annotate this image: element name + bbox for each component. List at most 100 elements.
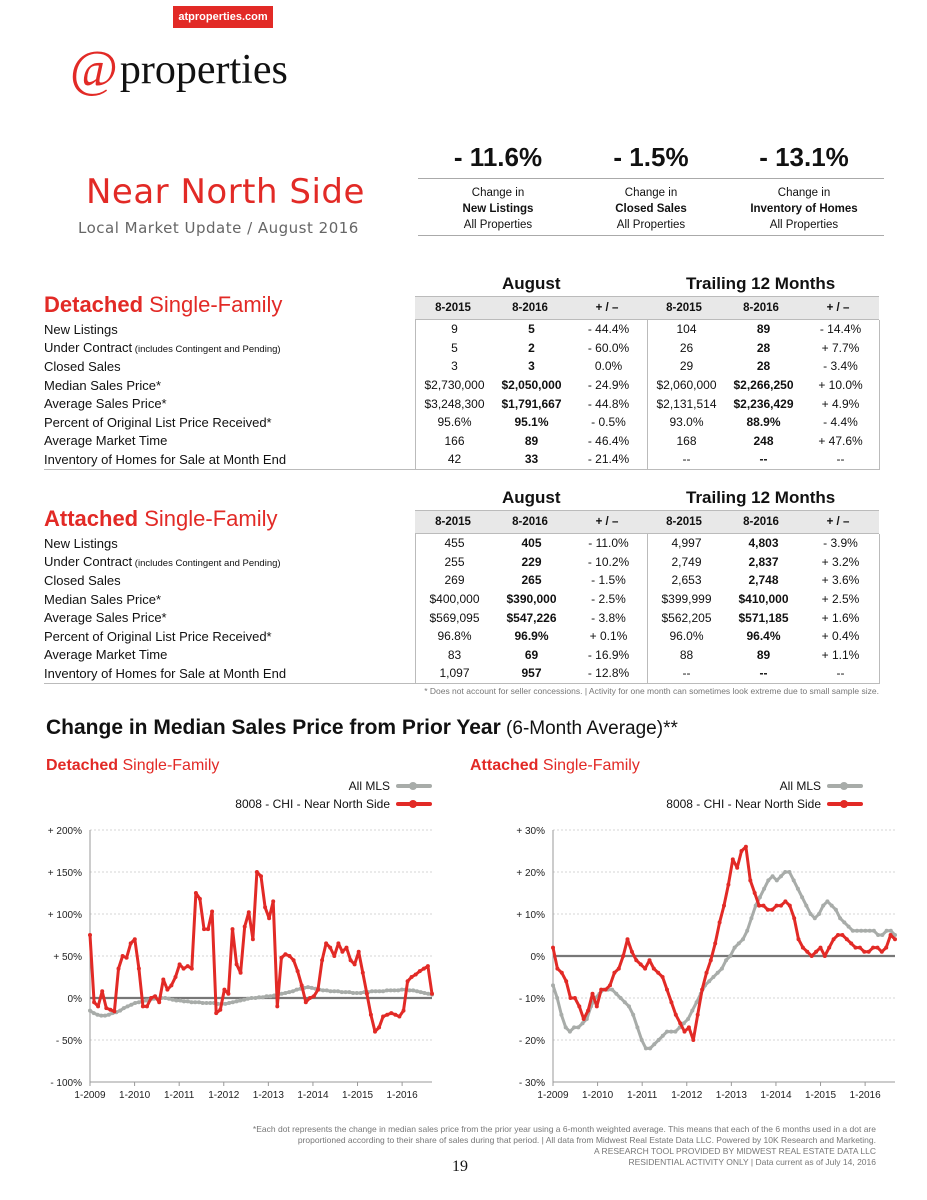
table-cell: 265 — [521, 573, 542, 588]
data-point-local — [686, 1025, 691, 1030]
data-point-local — [783, 899, 788, 904]
data-point-all-mls — [208, 1001, 213, 1005]
table-cell: + 10.0% — [802, 375, 880, 395]
data-point-local — [730, 857, 735, 862]
table-row: Percent of Original List Price Received*… — [44, 626, 880, 646]
table-row: Inventory of Homes for Sale at Month End… — [44, 450, 880, 470]
y-tick-label: + 200% — [48, 826, 82, 837]
table-cell: -- — [725, 450, 802, 470]
data-point-all-mls — [418, 990, 423, 995]
data-point-local — [599, 987, 604, 992]
data-point-all-mls — [732, 945, 737, 950]
chart-detached-legend-local: 8008 - CHI - Near North Side — [200, 795, 432, 813]
row-label: Closed Sales — [44, 572, 121, 588]
data-point-local — [787, 903, 792, 908]
data-point-all-mls — [185, 999, 190, 1004]
data-point-all-mls — [358, 991, 363, 995]
table-cell: $2,236,429 — [733, 396, 794, 411]
data-point-local — [169, 983, 174, 988]
data-point-local — [116, 966, 121, 971]
data-point-local — [328, 945, 333, 950]
row-label: Median Sales Price* — [44, 377, 162, 393]
y-tick-label: + 50% — [53, 952, 82, 963]
data-point-local — [307, 996, 312, 1000]
data-point-local — [765, 907, 770, 912]
data-point-all-mls — [753, 903, 758, 908]
data-point-local — [177, 962, 182, 967]
row-label: Median Sales Price* — [44, 591, 162, 607]
data-point-all-mls — [618, 996, 623, 1000]
data-point-all-mls — [384, 988, 389, 993]
col-t12-8-2016: 8-2016 — [743, 302, 779, 314]
data-point-local — [145, 1004, 149, 1009]
table-cell: + 3.6% — [802, 571, 880, 590]
table-cell: - 3.4% — [802, 357, 880, 376]
data-point-local — [796, 937, 801, 942]
table-cell: 96.9% — [514, 629, 549, 644]
table-cell: 4,803 — [748, 536, 779, 551]
chart-detached-title: Detached Single-Family — [46, 757, 220, 774]
data-point-all-mls — [230, 1000, 235, 1005]
data-point-local — [779, 903, 783, 908]
data-point-all-mls — [324, 988, 329, 993]
data-point-all-mls — [238, 998, 243, 1003]
data-point-local — [844, 937, 849, 942]
data-point-local — [132, 937, 137, 942]
data-point-all-mls — [193, 1000, 198, 1005]
legend-red-line-icon — [396, 800, 432, 808]
data-point-local — [128, 941, 133, 946]
table-cell: -- — [647, 664, 725, 684]
data-point-local — [836, 933, 840, 937]
data-point-all-mls — [850, 928, 855, 933]
data-point-local — [774, 903, 779, 908]
data-point-all-mls — [669, 1029, 674, 1034]
data-point-all-mls — [396, 988, 401, 993]
row-label: Closed Sales — [44, 358, 121, 374]
data-point-all-mls — [306, 985, 310, 990]
row-label: Average Market Time — [44, 647, 168, 663]
table-cell: $1,791,667 — [501, 396, 562, 411]
data-point-local — [267, 916, 272, 921]
table-cell: 2,748 — [748, 573, 779, 588]
data-point-local — [726, 882, 731, 887]
data-point-local — [682, 1029, 687, 1034]
data-point-local — [295, 969, 300, 974]
x-tick-label: 1-2011 — [164, 1090, 195, 1101]
data-point-all-mls — [121, 1006, 126, 1011]
data-point-all-mls — [559, 1012, 564, 1017]
chart-detached-plot: + 200%+ 150%+ 100%+ 50%0%- 50%- 100%1-20… — [48, 826, 434, 1101]
table-cell: - 3.8% — [591, 610, 626, 625]
data-point-local — [879, 949, 884, 954]
table-cell: - 24.9% — [587, 378, 630, 393]
data-point-local — [577, 1004, 582, 1009]
data-point-local — [612, 970, 617, 975]
data-point-local — [555, 966, 560, 971]
y-tick-label: 0% — [531, 952, 546, 963]
data-point-local — [96, 1004, 101, 1009]
x-tick-label: 1-2010 — [119, 1090, 151, 1101]
data-point-all-mls — [783, 870, 788, 874]
data-point-local — [214, 1011, 219, 1016]
data-point-local — [299, 983, 304, 988]
row-label: Average Market Time — [44, 433, 168, 449]
data-point-local — [559, 970, 564, 975]
data-point-local — [222, 987, 227, 992]
data-point-local — [421, 966, 426, 971]
data-point-local — [792, 916, 797, 921]
data-point-local — [660, 975, 665, 979]
table-cell: 88 — [647, 645, 725, 665]
table-row: Average Market Time 83 69 - 16.9% 88 89 + 1.1% — [44, 645, 880, 665]
data-point-all-mls — [808, 912, 813, 916]
data-point-all-mls — [411, 988, 416, 993]
data-point-local — [226, 991, 231, 996]
data-point-all-mls — [91, 1011, 96, 1016]
table-cell: 269 — [415, 571, 493, 590]
data-point-local — [761, 903, 766, 908]
data-point-local — [405, 979, 410, 984]
website-url[interactable]: atproperties.com — [173, 6, 273, 28]
logo-wordmark: properties — [119, 47, 288, 93]
data-point-local — [713, 941, 718, 946]
data-point-all-mls — [762, 886, 767, 891]
data-point-local — [862, 949, 867, 954]
data-point-all-mls — [332, 989, 337, 994]
